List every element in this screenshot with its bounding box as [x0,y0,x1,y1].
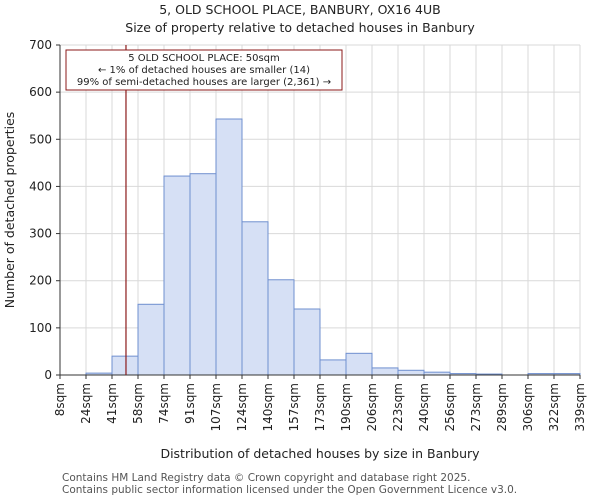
x-tick-label: 91sqm [183,383,197,424]
x-tick-label: 24sqm [79,383,93,424]
x-tick-label: 273sqm [469,383,483,431]
x-tick-label: 206sqm [365,383,379,431]
histogram-bar [371,367,399,376]
x-tick-label: 190sqm [339,383,353,431]
chart-subtitle: Size of property relative to detached ho… [125,20,475,35]
x-tick-label: 41sqm [105,383,119,424]
x-tick-label: 339sqm [573,383,587,431]
histogram-chart: 0 100 200 300 400 500 600 700 8sqm 24sqm 41sqm 58sq… [2,38,587,461]
y-tick-label: 0 [44,368,52,382]
x-tick-label: 256sqm [443,383,457,431]
histogram-bar [215,118,243,376]
y-tick-label: 400 [29,179,52,193]
x-tick-label: 124sqm [235,383,249,431]
x-tick-label: 322sqm [547,383,561,431]
annotation-box [65,49,343,91]
histogram-bar [293,308,321,376]
y-tick-label: 200 [29,274,52,288]
x-tick-label: 8sqm [53,383,67,416]
footer-attribution-2: Contains public sector information licen… [62,484,518,496]
y-tick-label: 500 [29,132,52,146]
y-tick-label: 700 [29,38,52,52]
x-tick-label: 107sqm [209,383,223,431]
y-axis-title: Number of detached properties [2,112,17,309]
histogram-bar [397,369,425,376]
histogram-bar [189,173,217,376]
x-tick-label: 74sqm [157,383,171,424]
annotation-line: ← 1% of detached houses are smaller (14) [98,65,310,76]
x-tick-label: 157sqm [287,383,301,431]
annotation-line: 5 OLD SCHOOL PLACE: 50sqm [128,53,280,64]
y-tick-label: 600 [29,85,52,99]
x-axis-title: Distribution of detached houses by size … [160,446,480,461]
x-tick-label: 240sqm [417,383,431,431]
histogram-bar [241,221,269,376]
histogram-bar [319,359,347,376]
histogram-bar [111,355,139,376]
histogram-bar [163,175,191,376]
chart-title: 5, OLD SCHOOL PLACE, BANBURY, OX16 4UB [159,2,441,17]
x-tick-label: 223sqm [391,383,405,431]
x-tick-label: 289sqm [495,383,509,431]
x-tick-label: 140sqm [261,383,275,431]
x-tick-label: 173sqm [313,383,327,431]
footer-attribution-1: Contains HM Land Registry data © Crown c… [62,472,471,484]
histogram-bar [267,279,295,376]
y-tick-label: 100 [29,321,52,335]
x-tick-label: 58sqm [131,383,145,424]
histogram-bar [345,352,373,376]
y-tick-label: 300 [29,227,52,241]
annotation-line: 99% of semi-detached houses are larger (… [77,77,331,88]
x-tick-label: 306sqm [521,383,535,431]
histogram-bar [137,303,165,376]
